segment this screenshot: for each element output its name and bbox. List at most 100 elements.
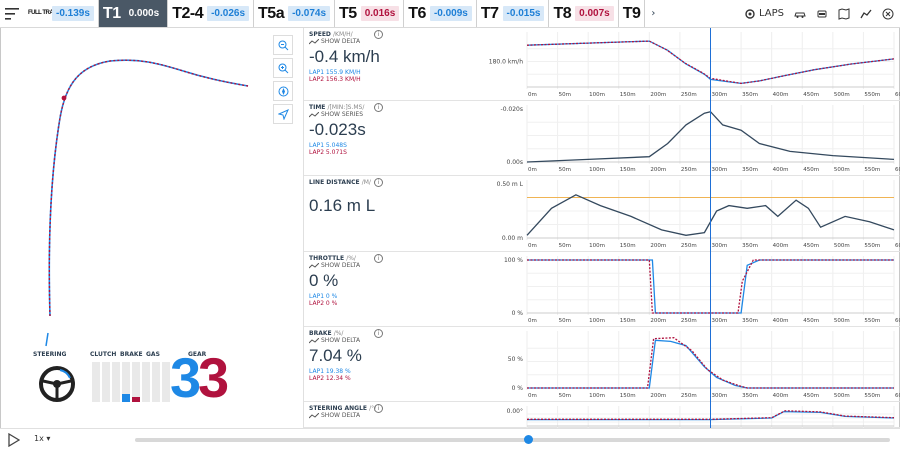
compass-button[interactable] xyxy=(273,81,293,101)
sector-name: FULL TRACK xyxy=(28,10,61,16)
channel-plot[interactable]: 0m 50m 100m 150m 200m 250m 300m 350m 400m 450m 500… xyxy=(394,101,900,176)
x-tick-label: 400m xyxy=(773,393,789,399)
channel-option[interactable]: SHOW DELTA xyxy=(309,337,389,344)
channel-plot[interactable]: 0m 50m 100m 150m 200m 250m 300m 350m 400m 450m 500… xyxy=(394,28,900,101)
timeline-scrubber[interactable] xyxy=(135,438,890,442)
sector-tab-7[interactable]: T8 0.007s xyxy=(549,0,619,27)
driver-inputs: STEERING CLUTCH BRAKE GAS GEAR 3 3 xyxy=(30,345,230,415)
x-tick-label: 350m xyxy=(742,318,758,324)
y-tick-label: 0.00 m xyxy=(502,235,523,242)
car-icon[interactable] xyxy=(794,8,806,20)
x-tick-label: 400m xyxy=(773,167,789,173)
lap2-value: LAP2 156.3 KM/H xyxy=(309,76,361,83)
car-position-marker xyxy=(61,95,67,101)
y-tick-label: 0.00° xyxy=(507,408,523,415)
x-tick-label: 200m xyxy=(650,243,666,249)
info-icon[interactable]: i xyxy=(374,30,383,39)
sector-tab-5[interactable]: T6 -0.009s xyxy=(404,0,477,27)
pedal-track xyxy=(122,362,130,402)
x-tick-label: 450m xyxy=(803,393,819,399)
channel-option[interactable]: SHOW DELTA xyxy=(309,262,389,269)
laps-button[interactable]: LAPS xyxy=(744,8,784,20)
track-map[interactable] xyxy=(0,28,270,428)
close-icon[interactable] xyxy=(882,8,894,20)
x-tick-label: 400m xyxy=(773,92,789,98)
sector-scroll-right-button[interactable]: › xyxy=(645,0,661,27)
channel-plot[interactable]: 0m 50m 100m 150m 200m 250m 300m 350m 400m 450m 500… xyxy=(394,252,900,327)
zoom-out-button[interactable] xyxy=(273,35,293,55)
channel-plot[interactable]: 0m 50m 100m 150m 200m 250m 300m 350m 400m 450m 500… xyxy=(394,327,900,402)
info-icon[interactable]: i xyxy=(374,103,383,112)
sector-name: T6 xyxy=(408,4,426,22)
timeline-handle[interactable] xyxy=(523,435,533,444)
info-icon[interactable]: i xyxy=(374,329,383,338)
x-tick-label: 150m xyxy=(620,318,636,324)
channel-info: SPEED /KM/H/SHOW DELTA -0.4 km/h LAP1 155.… xyxy=(309,31,389,83)
sector-tab-0[interactable]: FULL TRACK -0.139s xyxy=(24,0,99,27)
x-tick-label: 500m xyxy=(834,92,850,98)
compass-icon xyxy=(278,86,288,96)
zoom-in-button[interactable] xyxy=(273,58,293,78)
x-tick-label: 550m xyxy=(864,92,880,98)
menu-button[interactable] xyxy=(0,0,24,27)
x-tick-label: 200m xyxy=(650,393,666,399)
channel-plot[interactable]: 0m 50m 100m 150m 200m 250m 300m 350m 400m 450m 500… xyxy=(394,176,900,252)
sector-delta: 0.016s xyxy=(360,6,400,21)
playback-speed-select[interactable]: 1x ▾ xyxy=(34,434,51,443)
sector-name: T2-4 xyxy=(172,4,204,22)
x-tick-label: 0m xyxy=(528,92,537,98)
laps-label: LAPS xyxy=(758,8,784,19)
brake-lap1-fill xyxy=(122,394,130,402)
gear-icon xyxy=(745,8,755,19)
x-tick-label: 300m xyxy=(712,92,728,98)
channel-title: LINE DISTANCE /M/ xyxy=(309,179,371,186)
sector-tab-1[interactable]: T1 0.000s xyxy=(98,0,169,27)
channel-option[interactable]: SHOW DELTA xyxy=(309,38,389,45)
menu-icon xyxy=(5,7,19,20)
panel-divider xyxy=(303,28,304,428)
y-tick-label: -0.020s xyxy=(501,106,523,113)
x-tick-label: 0m xyxy=(528,393,537,399)
lap2-value: LAP2 5.071S xyxy=(309,149,347,156)
y-tick-label: 100 % xyxy=(504,257,523,264)
sector-bar: FULL TRACK -0.139s T1 0.000s T2-4 -0.026s T5a -… xyxy=(0,0,900,28)
x-tick-label: 300m xyxy=(712,318,728,324)
play-icon[interactable] xyxy=(8,433,20,447)
channel-info: BRAKE /%/SHOW DELTA 7.04 % LAP1 19.38 % LAP… xyxy=(309,330,389,382)
x-tick-label: 550m xyxy=(864,393,880,399)
pedal-track xyxy=(162,362,170,402)
sector-tab-6[interactable]: T7 -0.015s xyxy=(477,0,550,27)
chart-icon[interactable] xyxy=(860,8,872,20)
x-tick-label: 100m xyxy=(589,318,605,324)
header-actions: LAPS xyxy=(744,0,900,27)
pedal-track xyxy=(112,362,120,402)
brake-lap2-fill xyxy=(132,397,140,402)
y-tick-label: 0 % xyxy=(512,385,524,392)
info-icon[interactable]: i xyxy=(374,178,383,187)
sector-tab-3[interactable]: T5a -0.074s xyxy=(254,0,336,27)
chevron-right-icon: › xyxy=(651,8,656,19)
sector-delta: -0.074s xyxy=(288,6,331,21)
info-icon[interactable]: i xyxy=(374,404,383,413)
x-tick-label: 250m xyxy=(681,393,697,399)
sector-tab-2[interactable]: T2-4 -0.026s xyxy=(168,0,255,27)
sector-tab-4[interactable]: T5 0.016s xyxy=(335,0,405,27)
x-tick-label: 600m xyxy=(895,167,900,173)
map-icon[interactable] xyxy=(838,7,850,20)
sector-name: T5 xyxy=(339,4,357,22)
brake-label: BRAKE xyxy=(120,351,143,358)
x-tick-label: 50m xyxy=(559,393,571,399)
pedal-track xyxy=(102,362,110,402)
locate-button[interactable] xyxy=(273,104,293,124)
lap2-line xyxy=(527,259,894,314)
channel-option[interactable]: SHOW SERIES xyxy=(309,111,389,118)
x-tick-label: 550m xyxy=(864,167,880,173)
sector-delta: -0.026s xyxy=(207,6,250,21)
channel-plot[interactable]: 0.00° xyxy=(394,402,900,428)
sector-tab-8[interactable]: T9 xyxy=(619,0,646,27)
info-icon[interactable]: i xyxy=(374,254,383,263)
trend-icon xyxy=(309,38,319,44)
car-front-icon[interactable] xyxy=(816,8,828,20)
x-tick-label: 100m xyxy=(589,243,605,249)
channel-option[interactable]: SHOW DELTA xyxy=(309,412,389,419)
